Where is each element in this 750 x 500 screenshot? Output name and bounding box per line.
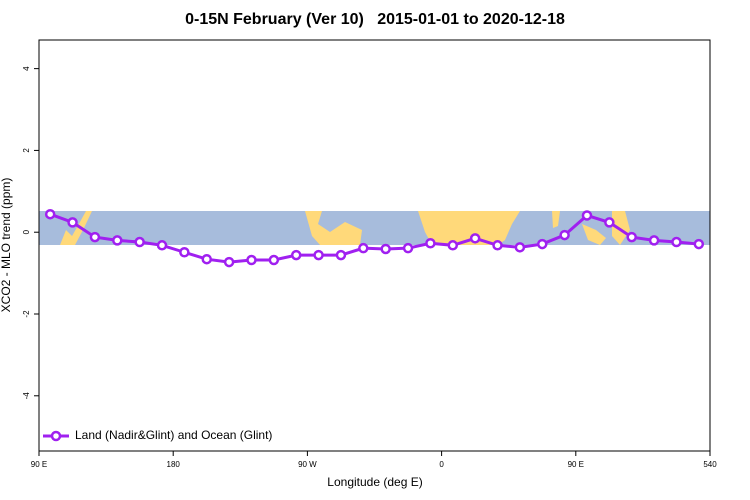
point: [559, 229, 570, 241]
point: [358, 242, 369, 254]
x-tick-label: 90 E: [31, 460, 47, 469]
point: [380, 243, 391, 255]
point: [693, 238, 705, 250]
legend-label: Land (Nadir&Glint) and Ocean (Glint): [75, 428, 272, 442]
point: [290, 249, 302, 261]
point: [402, 242, 414, 254]
point: [313, 249, 324, 261]
point: [201, 253, 212, 265]
point: [179, 246, 190, 258]
point: [514, 242, 526, 253]
point: [67, 217, 78, 228]
plot-frame: [38, 39, 711, 452]
point: [246, 254, 257, 266]
y-tick-label: -4: [22, 392, 31, 400]
point: [581, 210, 593, 221]
x-axis-title: Longitude (deg E): [327, 475, 422, 489]
x-tick-label: 540: [703, 460, 717, 469]
point: [447, 240, 459, 251]
chart-title: 0-15N February (Ver 10) 2015-01-01 to 20…: [185, 11, 565, 28]
point: [425, 238, 436, 249]
legend-marker: [50, 430, 62, 442]
point: [335, 249, 347, 261]
point: [134, 236, 145, 248]
map-background: [39, 211, 710, 245]
point: [626, 231, 637, 243]
y-tick-label: 2: [22, 148, 31, 153]
point: [492, 240, 503, 251]
point: [44, 208, 56, 220]
point: [156, 240, 168, 251]
point: [537, 238, 548, 250]
x-tick-label: 0: [439, 460, 444, 469]
y-tick-label: 4: [22, 66, 31, 71]
point: [648, 235, 660, 246]
point: [89, 231, 101, 243]
point: [112, 235, 123, 246]
point: [671, 236, 682, 248]
point: [223, 256, 235, 268]
point: [268, 254, 280, 266]
x-tick-label: 180: [167, 460, 181, 469]
y-axis-title: XCO2 - MLO trend (ppm): [0, 178, 13, 313]
point: [469, 233, 481, 244]
point: [604, 217, 615, 228]
x-tick-label: 90 W: [298, 460, 317, 469]
x-tick-label: 90 E: [568, 460, 584, 469]
y-tick-label: 0: [22, 229, 31, 234]
y-tick-label: -2: [22, 310, 31, 318]
